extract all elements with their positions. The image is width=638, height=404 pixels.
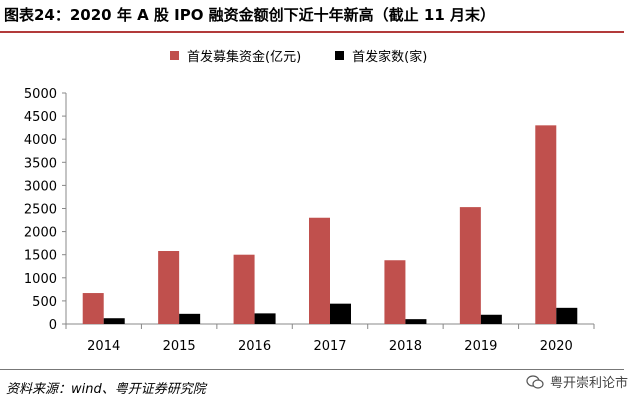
bar-funds-2017: [309, 217, 330, 324]
legend-label-series-1: 首发募集资金(亿元): [187, 50, 302, 65]
bar-funds-2020: [535, 125, 557, 324]
bottom-rule: [0, 369, 624, 370]
chart-legend: 首发募集资金(亿元) 首发家数(家): [170, 46, 461, 65]
y-tick-label: 1000: [24, 272, 57, 287]
bar-count-2017: [330, 303, 351, 324]
y-tick-label: 2500: [24, 203, 57, 218]
watermark: 粤开崇利论市: [526, 372, 628, 391]
y-tick-label: 0: [49, 318, 57, 333]
x-tick-label: 2018: [389, 339, 422, 354]
y-tick-label: 5000: [24, 87, 57, 102]
x-tick-label: 2019: [464, 339, 497, 354]
wechat-icon: [526, 374, 544, 389]
legend-label-series-2: 首发家数(家): [352, 50, 428, 65]
source-note: 资料来源：wind、粤开证券研究院: [6, 382, 206, 397]
x-tick-label: 2020: [540, 339, 573, 354]
bar-count-2019: [480, 314, 502, 324]
y-tick-label: 2000: [24, 226, 57, 241]
x-tick-label: 2014: [87, 339, 120, 354]
bar-count-2014: [103, 318, 125, 324]
bar-count-2018: [405, 319, 427, 324]
x-tick-label: 2015: [163, 339, 196, 354]
figure-title: 图表24：2020 年 A 股 IPO 融资金额创下近十年新高（截止 11 月末…: [4, 6, 495, 24]
watermark-text: 粤开崇利论市: [549, 376, 628, 391]
y-tick-label: 1500: [24, 249, 57, 264]
bar-count-2016: [254, 313, 276, 324]
legend-swatch-series-1: [170, 51, 179, 60]
y-tick-label: 4000: [24, 133, 57, 148]
legend-item-series-1: 首发募集资金(亿元): [170, 46, 301, 65]
y-tick-label: 4500: [24, 110, 57, 125]
bar-funds-2014: [82, 293, 104, 324]
y-tick-label: 3500: [24, 156, 57, 171]
x-tick-label: 2017: [313, 339, 346, 354]
bar-funds-2019: [459, 207, 481, 324]
x-tick-label: 2016: [238, 339, 271, 354]
legend-item-series-2: 首发家数(家): [335, 46, 427, 65]
bar-funds-2016: [233, 254, 255, 324]
bar-count-2015: [179, 313, 201, 324]
bar-funds-2018: [384, 260, 406, 324]
bar-funds-2015: [158, 251, 180, 324]
title-rule: [0, 31, 624, 33]
y-tick-label: 3000: [24, 179, 57, 194]
y-tick-label: 500: [32, 295, 57, 310]
bar-count-2020: [556, 307, 578, 324]
legend-swatch-series-2: [335, 51, 345, 60]
